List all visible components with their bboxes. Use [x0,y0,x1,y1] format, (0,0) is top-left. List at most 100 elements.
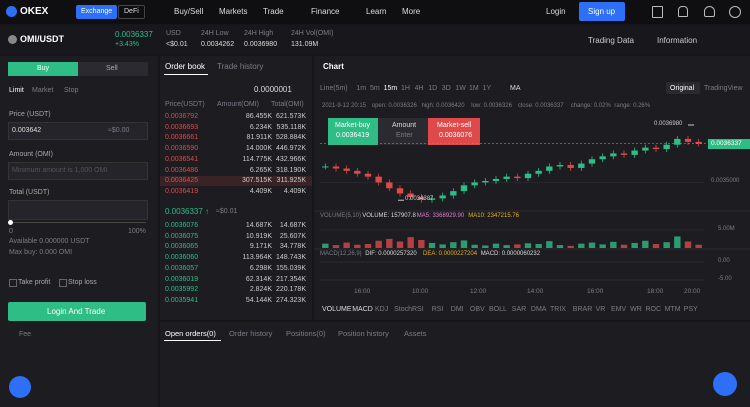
indicator-tab[interactable]: MACD [352,306,373,313]
take-profit[interactable]: Take profit [18,279,51,286]
volume-bar [332,245,340,248]
precision-select[interactable]: 0.0000001 [254,85,292,94]
market-sell-price: 0.0036076 [439,132,473,139]
volume-bar [535,244,542,248]
amount-input[interactable] [8,162,148,180]
indicator-tab[interactable]: StochRSI [394,306,424,313]
checkbox[interactable] [59,279,67,287]
candle [642,147,649,151]
view-tab[interactable]: TradingView [704,85,743,92]
order-type[interactable]: Market [32,87,54,94]
book-total: 528.884K [276,134,306,142]
help-button[interactable] [9,376,31,398]
market-buy[interactable]: Market-buy [335,122,371,129]
indicator-tab[interactable]: BOLL [489,306,507,313]
indicator-tab[interactable]: KDJ [375,306,389,313]
checkbox[interactable] [9,279,17,287]
candle [354,170,361,174]
submit-button[interactable]: Login And Trade [47,307,106,316]
indicator-tab[interactable]: EMV [611,306,627,313]
fee-link[interactable]: Fee [19,331,32,338]
x-tick-label: 12:00 [470,288,487,295]
stop-loss[interactable]: Stop loss [68,279,97,286]
order-type[interactable]: Limit [9,87,24,94]
orders-tab[interactable]: Order history [229,329,273,338]
slider-track[interactable] [10,222,146,223]
nav-menu-item[interactable]: Finance [311,7,340,16]
mid-usd: ≈$0.01 [216,208,238,215]
nav-menu-item[interactable]: Trade [263,7,284,16]
orderbook-tab[interactable]: Trade history [217,62,264,71]
indicator-tab[interactable]: SAR [511,306,527,313]
nav-tab[interactable]: Exchange [81,8,113,15]
book-amount: 4.409K [249,187,272,195]
indicator-tab[interactable]: VOLUME [322,306,352,313]
timeframe[interactable]: 1H [401,85,410,92]
book-price: 0.0036661 [165,134,199,142]
signup-button[interactable]: Sign up [588,7,616,16]
pair-selector[interactable]: OMI/USDT [20,34,64,44]
last-price-label: 0.0036337 [711,139,742,147]
order-type[interactable]: Stop [64,87,79,94]
amount-box[interactable] [378,118,428,145]
defi-tab-bg [118,5,145,19]
market-sell-button[interactable] [428,118,480,145]
timeframe[interactable]: 3D [441,85,451,92]
sell-tab-bg[interactable] [78,62,148,76]
timeframe[interactable]: 4H [414,85,424,92]
indicator-tab[interactable]: VR [595,306,606,313]
book-amount: 9.171K [249,243,272,251]
total-input[interactable] [8,200,148,220]
book-total: 432.966K [276,155,306,163]
signup-button-bg[interactable] [579,2,625,21]
orders-tab[interactable]: Positions(0) [286,329,326,338]
market-sell[interactable]: Market-sell [437,122,472,129]
indicator-tab[interactable]: DMA [530,306,547,313]
indicator-tab[interactable]: TRIX [550,306,566,313]
orderbook-tab[interactable]: Order book [165,62,206,71]
timeframe[interactable]: Line(5m) [320,85,348,92]
price-input[interactable] [8,122,148,140]
sell-tab[interactable]: Sell [106,65,118,72]
stat-label: 24H Vol(OMI) [291,30,334,37]
timeframe[interactable]: 1m [356,85,367,92]
view-tab[interactable]: Original [670,85,695,92]
indicator-tab[interactable]: RSI [431,306,444,313]
login-link[interactable]: Login [546,7,566,16]
chat-button[interactable] [713,372,737,396]
orders-tab[interactable]: Open orders(0) [165,329,216,338]
indicator-tab[interactable]: ROC [645,306,662,313]
candle [535,170,542,174]
timeframe[interactable]: 1M [469,85,479,92]
nav-menu-item[interactable]: More [402,7,421,16]
trading-data-link[interactable]: Trading Data [588,36,634,45]
indicator-tab[interactable]: OBV [469,306,485,313]
macd-legend: DIF: 0.0000257320 [365,251,417,257]
indicator-tab[interactable]: WR [630,306,642,313]
buy-tab[interactable]: Buy [37,65,50,72]
market-buy-button[interactable] [328,118,378,145]
nav-menu-item[interactable]: Learn [366,7,387,16]
indicator-tab[interactable]: DMI [450,306,464,313]
volume-bar [674,236,681,248]
indicator-menu[interactable]: MA [510,85,521,92]
timeframe[interactable]: 1W [455,85,466,92]
nav-tab[interactable]: DeFi [124,8,139,15]
candle [343,168,350,171]
slider-knob[interactable] [8,220,13,225]
indicator-tab[interactable]: BRAR [572,306,593,313]
orders-tab[interactable]: Position history [338,329,389,338]
timeframe[interactable]: 15m [383,85,398,92]
indicator-tab[interactable]: PSY [683,306,698,313]
buy-tab-bg[interactable] [8,62,78,76]
orders-tab[interactable]: Assets [404,329,427,338]
nav-menu-item[interactable]: Buy/Sell [174,7,204,16]
nav-menu-item[interactable]: Markets [219,7,248,16]
indicator-tab[interactable]: MTM [664,306,681,313]
timeframe[interactable]: 1Y [482,85,492,92]
timeframe[interactable]: 5m [370,85,380,92]
information-link[interactable]: Information [657,36,698,45]
timeframe[interactable]: 1D [428,85,438,92]
amount-placeholder: Enter [396,132,413,139]
submit-button-bg[interactable] [8,302,146,321]
